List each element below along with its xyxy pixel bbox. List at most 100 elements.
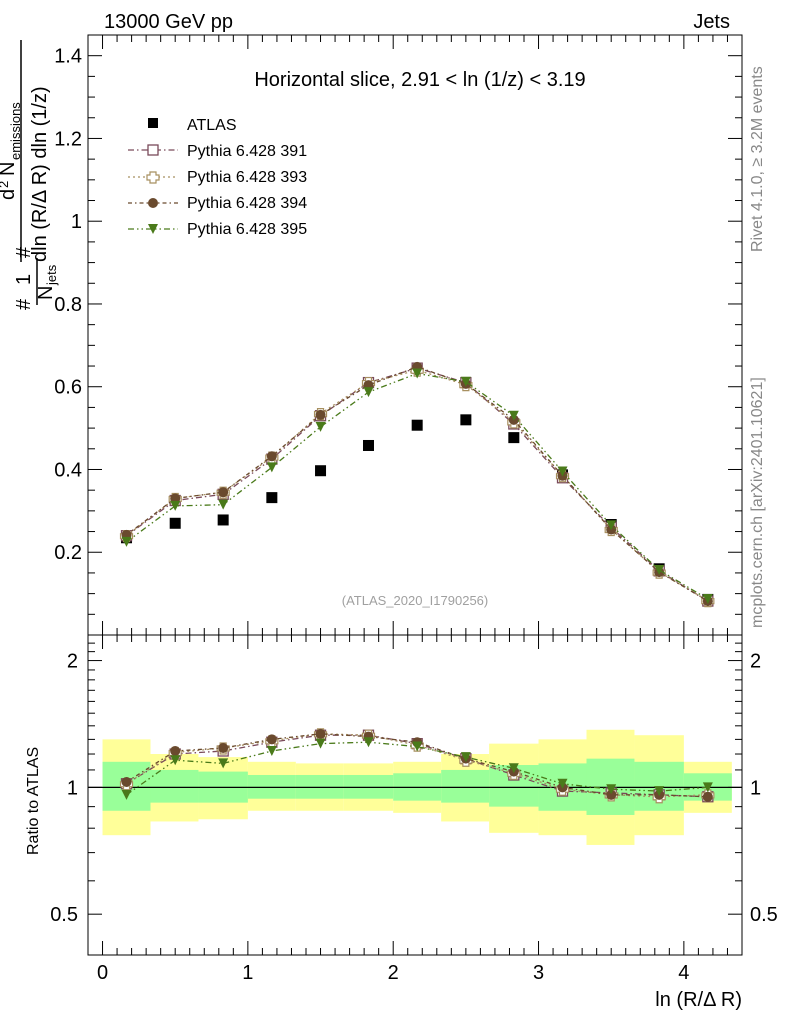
ratio-point-pythia-6-428-395: [218, 758, 229, 769]
ratio-ylabel: Ratio to ATLAS: [25, 747, 42, 855]
ratio-point-pythia-6-428-394: [121, 776, 132, 787]
upper-ytick-label: 0.2: [54, 542, 82, 564]
legend-label-393: Pythia 6.428 393: [187, 169, 307, 186]
ratio-point-pythia-6-428-395: [557, 778, 568, 789]
ratio-ytick-label: 0.5: [50, 904, 78, 926]
upper-panel-title: Horizontal slice, 2.91 < ln (1/z) < 3.19: [254, 69, 585, 91]
legend-marker-393: [146, 171, 160, 184]
ratio-band-green: [150, 769, 199, 803]
upper-point-pythia-6-428-394: [218, 487, 229, 498]
upper-point-pythia-6-428-395: [508, 410, 519, 421]
ratio-point-pythia-6-428-395: [121, 789, 132, 800]
header-energy: 13000 GeV pp: [104, 11, 233, 33]
upper-panel-series: [119, 361, 715, 608]
ratio-panel-axes: 0.5 0.5 1 1 2 2 0 1 2 3 4: [50, 634, 778, 984]
ratio-point-pythia-6-428-394: [315, 728, 326, 739]
upper-point-atlas: [411, 419, 423, 431]
x-tick-label: 4: [678, 962, 689, 984]
x-tick-label: 0: [97, 962, 108, 984]
ylabel-num-d: d: [0, 189, 19, 200]
ratio-ytick-label: 1: [67, 777, 78, 799]
upper-panel-axes: 0.2 0.4 0.6 0.8 1 1.2 1.4: [54, 34, 742, 636]
upper-point-atlas: [266, 492, 278, 504]
ratio-point-pythia-6-428-395: [654, 786, 665, 797]
upper-line-pythia-6-428-394: [126, 366, 709, 602]
x-tick-label: 3: [533, 962, 544, 984]
ylabel-pre-n: N: [35, 286, 57, 300]
ratio-point-pythia-6-428-395: [702, 782, 713, 793]
ratio-ytick-label-right: 2: [750, 651, 761, 673]
upper-point-pythia-6-428-395: [654, 565, 665, 576]
ratio-ytick-label-right: 1: [750, 777, 761, 799]
ylabel-num-2: 2: [0, 181, 11, 188]
upper-ytick-label: 0.8: [54, 294, 82, 316]
header-jets: Jets: [693, 11, 730, 33]
upper-point-pythia-6-428-395: [363, 387, 374, 398]
ratio-point-pythia-6-428-394: [266, 734, 277, 745]
legend-marker-391: [147, 144, 159, 156]
upper-point-pythia-6-428-395: [606, 520, 617, 531]
legend-label-391: Pythia 6.428 391: [187, 143, 307, 160]
upper-point-atlas: [362, 439, 374, 451]
upper-line-pythia-6-428-391: [126, 367, 709, 602]
upper-point-atlas: [460, 414, 472, 426]
upper-ytick-label: 0.6: [54, 377, 82, 399]
ratio-point-pythia-6-428-395: [460, 752, 471, 763]
legend-label-atlas: ATLAS: [187, 117, 237, 134]
ratio-point-pythia-6-428-395: [412, 741, 423, 752]
ylabel-num-sub: emissions: [8, 102, 23, 160]
ratio-point-pythia-6-428-395: [315, 738, 326, 749]
ratio-panel-frame: [87, 634, 743, 956]
ylabel-pre-sub: jets: [44, 264, 59, 286]
ratio-band-green: [441, 769, 490, 803]
upper-point-pythia-6-428-395: [702, 594, 713, 604]
upper-point-atlas: [508, 432, 520, 444]
upper-ytick-label: 1: [71, 211, 82, 233]
upper-point-pythia-6-428-395: [557, 466, 568, 477]
upper-point-atlas: [169, 517, 181, 529]
x-tick-label: 2: [388, 962, 399, 984]
ratio-point-pythia-6-428-394: [702, 791, 713, 802]
upper-point-pythia-6-428-394: [315, 409, 326, 420]
ratio-point-pythia-6-428-395: [606, 784, 617, 795]
ratio-ytick-label-right: 0.5: [750, 904, 778, 926]
upper-point-pythia-6-428-395: [315, 421, 326, 432]
ratio-point-pythia-6-428-395: [170, 755, 181, 766]
rivet-label: Rivet 4.1.0, ≥ 3.2M events: [749, 66, 766, 252]
upper-point-pythia-6-428-395: [170, 500, 181, 511]
ratio-point-pythia-6-428-394: [170, 745, 181, 756]
ratio-point-pythia-6-428-395: [363, 737, 374, 748]
upper-ytick-label: 1.2: [54, 128, 82, 150]
upper-point-atlas: [217, 514, 229, 526]
upper-point-pythia-6-428-395: [412, 368, 423, 379]
upper-point-pythia-6-428-395: [460, 376, 471, 387]
analysis-watermark: (ATLAS_2020_I1790256): [342, 593, 488, 608]
ratio-point-pythia-6-428-395: [266, 745, 277, 756]
upper-ytick-label: 0.4: [54, 459, 82, 481]
x-tick-label: 1: [242, 962, 253, 984]
ratio-point-pythia-6-428-394: [218, 743, 229, 754]
ylabel-num-n: N: [0, 162, 19, 176]
mcplots-label: mcplots.cern.ch [arXiv:2401.10621]: [749, 377, 766, 628]
ylabel-pre-one: 1: [13, 274, 35, 285]
ylabel-den: dln (R/Δ R) dln (1/z): [29, 86, 51, 262]
upper-ylabel: # 1 N jets # d 2 N emissions dln (R/Δ R)…: [0, 40, 59, 310]
x-axis-label: ln (R/Δ R): [655, 989, 742, 1011]
upper-ytick-label: 1.4: [54, 46, 82, 68]
ylabel-hash-1: #: [13, 298, 35, 310]
ratio-point-pythia-6-428-394: [606, 789, 617, 800]
upper-line-pythia-6-428-393: [126, 369, 709, 602]
upper-point-pythia-6-428-395: [121, 536, 132, 547]
legend-label-394: Pythia 6.428 394: [187, 195, 307, 212]
ratio-ytick-label: 2: [67, 651, 78, 673]
upper-point-pythia-6-428-394: [266, 451, 277, 462]
legend-label-395: Pythia 6.428 395: [187, 221, 307, 238]
upper-point-atlas: [315, 465, 327, 477]
legend-marker-394: [148, 198, 158, 208]
ratio-point-pythia-6-428-395: [508, 763, 519, 774]
upper-point-pythia-6-428-395: [266, 462, 277, 473]
legend-marker-atlas: [148, 118, 158, 128]
legend-marker-395: [148, 224, 158, 234]
legend: ATLAS Pythia 6.428 391 Pythia 6.428 393 …: [128, 117, 307, 238]
